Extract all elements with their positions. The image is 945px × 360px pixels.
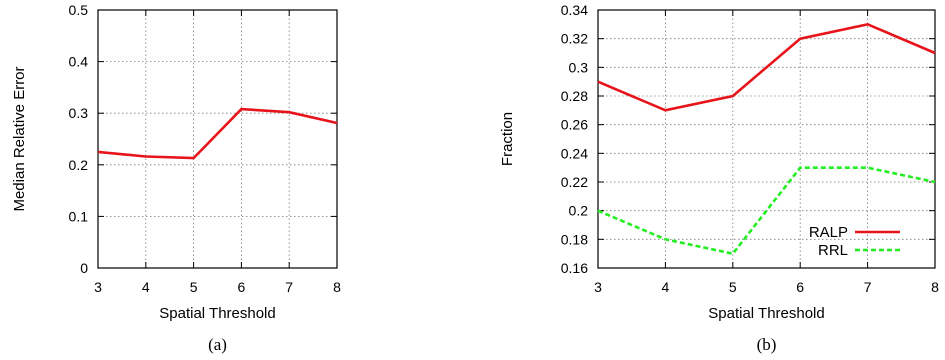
y-tick-label: 0 — [80, 260, 88, 276]
x-tick-label: 5 — [190, 279, 198, 295]
y-tick-label: 0.5 — [69, 2, 89, 18]
y-tick-label: 0.32 — [561, 31, 588, 47]
y-tick-label: 0.4 — [69, 54, 89, 70]
chart-panel-a: 0 0.1 0.2 0.3 0.4 0.5 3 4 5 6 7 8 Spatial Threshold M… — [11, 2, 341, 354]
series-line-ralp — [597, 22, 936, 112]
y-tick-label: 0.26 — [561, 117, 588, 133]
y-axis-label: Median Relative Error — [11, 66, 28, 211]
panel-caption: (a) — [208, 335, 227, 354]
x-axis-label: Spatial Threshold — [159, 305, 275, 322]
y-tick-label: 0.34 — [561, 2, 588, 18]
x-tick-label: 7 — [285, 279, 293, 295]
legend-label-rrl: RRL — [818, 242, 848, 259]
panel-caption: (b) — [757, 335, 777, 354]
y-tick-label: 0.3 — [69, 105, 89, 121]
y-tick-label: 0.1 — [69, 208, 89, 224]
y-tick-label: 0.22 — [561, 174, 588, 190]
x-tick-label: 3 — [594, 279, 602, 295]
x-tick-label: 8 — [333, 279, 341, 295]
x-tick-label: 4 — [142, 279, 150, 295]
x-tick-label: 7 — [864, 279, 872, 295]
y-tick-label: 0.3 — [569, 59, 589, 75]
y-tick-label: 0.18 — [561, 231, 588, 247]
y-tick-label: 0.2 — [69, 157, 89, 173]
y-tick-label: 0.28 — [561, 88, 588, 104]
series-line-main — [97, 107, 338, 160]
y-tick-label: 0.16 — [561, 260, 588, 276]
y-tick-label: 0.24 — [561, 145, 588, 161]
chart-panel-b: 0.16 0.18 0.2 0.22 0.24 0.26 0.28 0.3 0.32 0.34 3 4… — [499, 2, 939, 354]
series-line-rrl — [597, 166, 936, 256]
x-tick-label: 8 — [931, 279, 939, 295]
legend-label-ralp: RALP — [809, 224, 848, 241]
x-tick-label: 6 — [796, 279, 804, 295]
plot-frame — [97, 9, 338, 269]
x-tick-label: 4 — [662, 279, 670, 295]
y-axis-label: Fraction — [499, 112, 516, 166]
x-tick-label: 3 — [94, 279, 102, 295]
y-tick-label: 0.2 — [569, 203, 589, 219]
plot-frame — [597, 9, 936, 269]
x-tick-label: 6 — [238, 279, 246, 295]
x-axis-label: Spatial Threshold — [708, 305, 824, 322]
x-tick-label: 5 — [729, 279, 737, 295]
